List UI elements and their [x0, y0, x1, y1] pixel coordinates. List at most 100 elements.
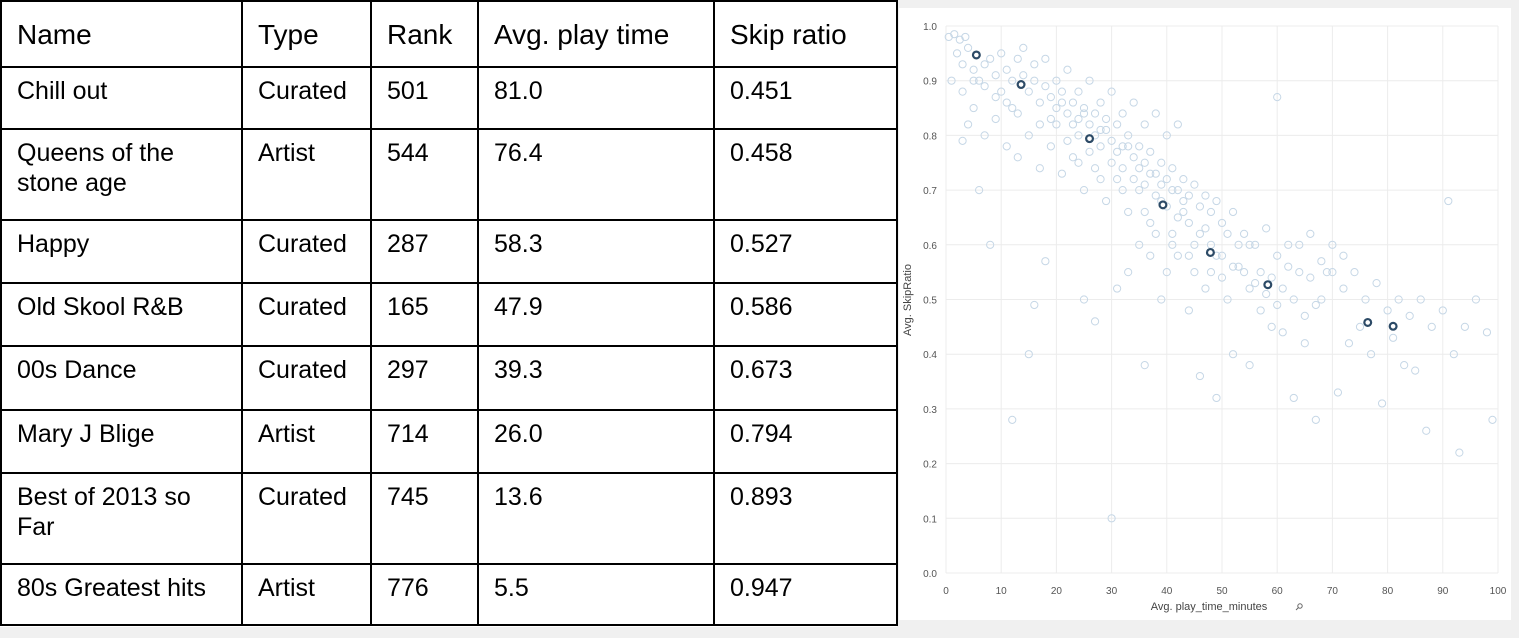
scatter-point [1184, 218, 1193, 228]
scatter-point [1129, 153, 1138, 162]
scatter-point [1118, 109, 1127, 118]
scatter-point [958, 87, 967, 96]
scatter-point [969, 65, 978, 74]
scatter-point [1416, 295, 1425, 304]
scatter-point [1024, 131, 1033, 140]
scatter-point [1212, 393, 1221, 403]
scatter-point [1217, 218, 1227, 228]
cell-rank: 544 [370, 128, 479, 222]
scatter-point [1339, 284, 1348, 293]
cell-type: Curated [241, 345, 372, 411]
scatter-point [1217, 251, 1227, 260]
scatter-point [1328, 240, 1337, 249]
scatter-point [1135, 164, 1144, 173]
x-tick-label: 40 [1161, 586, 1173, 597]
scatter-point [1168, 229, 1177, 238]
scatter-point [1206, 207, 1216, 217]
scatter-point [1068, 98, 1078, 107]
scatter-point [1063, 65, 1072, 74]
scatter-point [1262, 224, 1271, 233]
scatter-point [1311, 300, 1320, 310]
scatter-point [1383, 306, 1392, 315]
scatter-point [1460, 322, 1469, 331]
scatter-point [1090, 109, 1100, 118]
highlighted-point [1388, 321, 1398, 331]
scatter-point [1030, 60, 1039, 69]
cell-avg-play-time: 81.0 [477, 65, 715, 131]
scatter-point [1267, 322, 1276, 331]
scatter-point [1195, 371, 1205, 381]
scatter-point [1179, 207, 1188, 217]
scatter-point [1488, 415, 1497, 424]
scatter-point [1068, 120, 1078, 129]
scatter-point [952, 49, 962, 58]
scatter-point [1201, 224, 1210, 233]
chart-grid [945, 25, 1499, 574]
cell-skip-ratio: 0.451 [713, 65, 898, 131]
scatter-point [1179, 196, 1188, 206]
table-row: 00s Dance Curated 297 39.3 0.673 [0, 345, 898, 411]
scatter-point [1168, 240, 1177, 249]
scatter-point [1422, 426, 1431, 435]
scatter-point [1135, 142, 1144, 151]
scatter-point [1262, 289, 1271, 299]
scatter-point [1057, 98, 1067, 107]
scatter-point [1206, 268, 1216, 277]
cell-rank: 287 [370, 219, 479, 285]
cell-avg-play-time: 76.4 [477, 128, 715, 222]
scatter-point [1245, 361, 1254, 370]
scatter-point [1184, 306, 1193, 315]
scatter-point [1096, 125, 1105, 135]
scatter-point [1008, 415, 1017, 424]
scatter-point [1455, 448, 1464, 457]
scatter-point [1411, 366, 1420, 375]
cell-skip-ratio: 0.947 [713, 562, 898, 627]
scatter-point [1322, 268, 1331, 277]
y-tick-label: 0.1 [923, 514, 937, 525]
scatter-point [1223, 295, 1232, 304]
cell-skip-ratio: 0.527 [713, 219, 898, 285]
scatter-point [1035, 98, 1044, 107]
x-axis-label: Avg. play_time_minutes [1151, 601, 1268, 613]
highlighted-point [971, 50, 981, 60]
cell-name: Happy [0, 219, 243, 285]
scatter-point [1151, 169, 1160, 178]
table-row: Old Skool R&B Curated 165 47.9 0.586 [0, 282, 898, 348]
cell-skip-ratio: 0.673 [713, 345, 898, 411]
cell-type: Artist [241, 408, 372, 474]
scatter-point [1074, 87, 1083, 96]
scatter-point [963, 120, 973, 129]
header-skip-ratio: Skip ratio [713, 0, 898, 68]
scatter-point [1013, 109, 1022, 118]
scatter-point [1273, 300, 1282, 310]
scatter-point [1129, 175, 1138, 184]
x-tick-label: 90 [1437, 586, 1449, 597]
scatter-point [961, 32, 970, 42]
scatter-point [1190, 240, 1199, 249]
cell-name: 00s Dance [0, 345, 243, 411]
cell-rank: 501 [370, 65, 479, 131]
scatter-point [1035, 120, 1044, 129]
scatter-point [1278, 328, 1287, 337]
scatter-point [1245, 240, 1254, 249]
scatter-point [1079, 103, 1089, 113]
scatter-point [1251, 240, 1260, 249]
scatter-point [1124, 207, 1133, 217]
scatter-point [1239, 229, 1249, 238]
highlighted-point [1158, 200, 1168, 210]
scatter-point [1372, 278, 1381, 288]
table-row: Queens of the stone age Artist 544 76.4 … [0, 128, 898, 222]
scatter-point [1289, 295, 1298, 304]
header-name: Name [0, 0, 243, 68]
scatter-point [1295, 240, 1304, 249]
scatter-point [1234, 262, 1243, 271]
scatter-point [1035, 164, 1044, 173]
cell-name: Old Skool R&B [0, 282, 243, 348]
scatter-point [1118, 142, 1127, 151]
scatter-point [1113, 284, 1122, 293]
scatter-point [1146, 218, 1155, 228]
scatter-point [1019, 71, 1028, 80]
cell-rank: 714 [370, 408, 479, 474]
scatter-point [1124, 268, 1133, 277]
scatter-point [1223, 229, 1232, 238]
